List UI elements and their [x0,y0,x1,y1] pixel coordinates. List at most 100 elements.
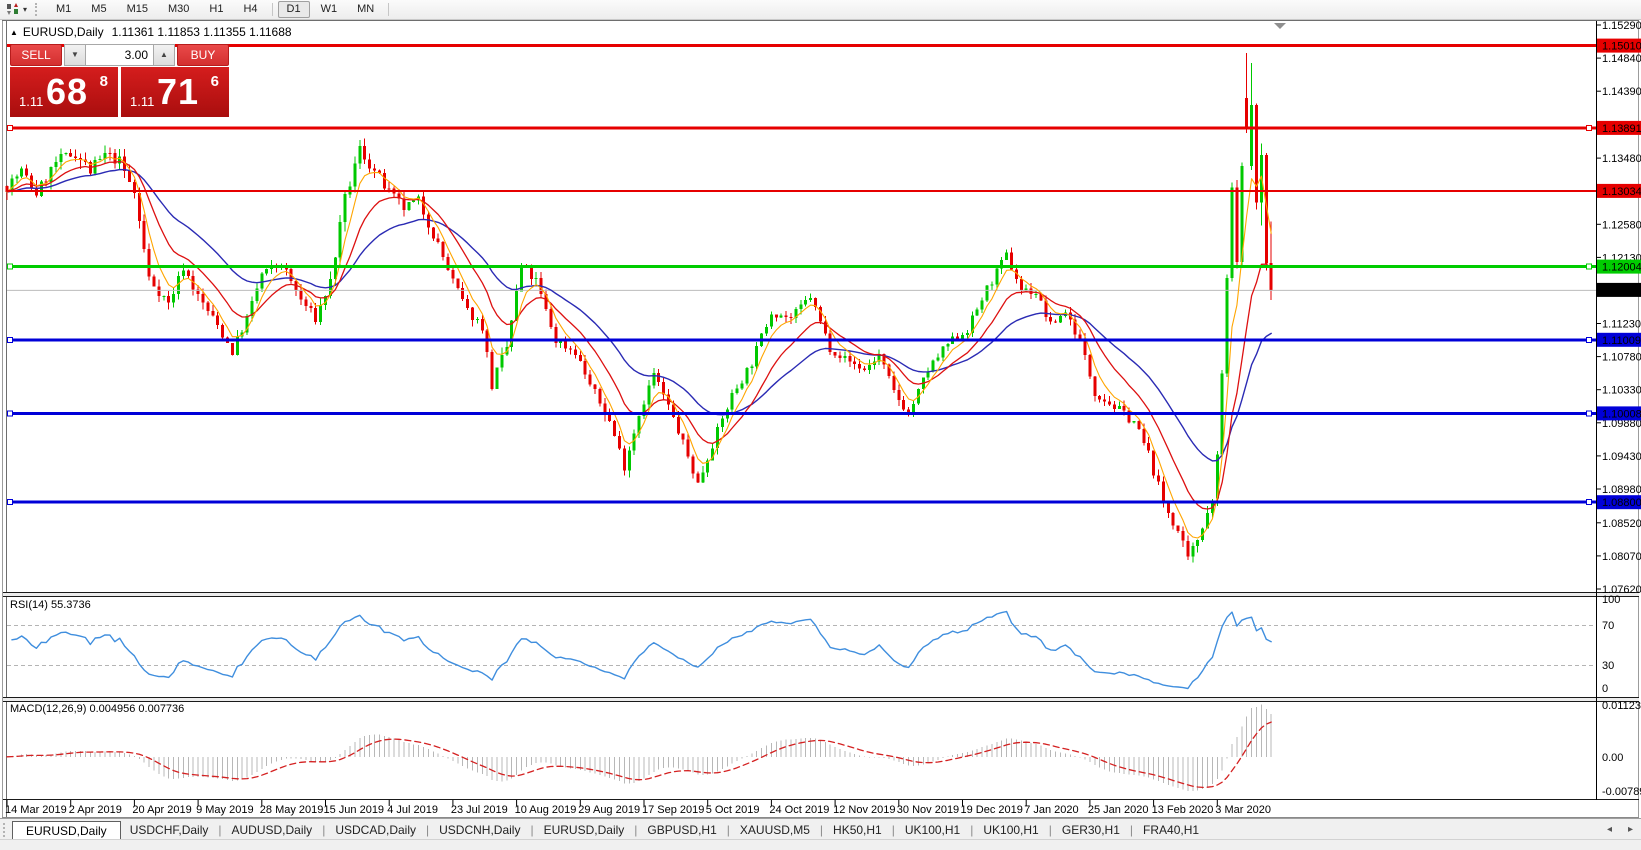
svg-text:15 Jun 2019: 15 Jun 2019 [324,804,385,816]
timeframe-button-M30[interactable]: M30 [159,1,198,18]
chart-tab-XAUUSD-M5[interactable]: XAUUSD,M5 [739,822,810,837]
svg-text:10 Aug 2019: 10 Aug 2019 [515,804,577,816]
chart-tab-EURUSD-Daily[interactable]: EURUSD,Daily [543,822,625,837]
svg-text:1.08070: 1.08070 [1602,551,1641,563]
tab-separator: | [819,822,824,837]
svg-text:1.11009: 1.11009 [1602,335,1641,347]
svg-text:3 Mar 2020: 3 Mar 2020 [1215,804,1271,816]
svg-text:1.09430: 1.09430 [1602,451,1641,463]
chart-tab-GBPUSD-H1[interactable]: GBPUSD,H1 [647,822,717,837]
chart-frame [2,20,1639,818]
svg-text:2 Apr 2019: 2 Apr 2019 [69,804,122,816]
sell-price-big: 68 [46,71,89,112]
svg-text:9 May 2019: 9 May 2019 [196,804,253,816]
tab-separator: | [726,822,730,837]
timeframe-button-M5[interactable]: M5 [82,1,115,18]
symbol-period-label: EURUSD,Daily [22,25,104,39]
chart-tabs: EURUSD,Daily USDCHF,Daily | AUDUSD,Daily | US… [12,819,1208,840]
svg-text:1.11688: 1.11688 [1602,285,1641,297]
svg-text:1.10330: 1.10330 [1602,385,1641,397]
svg-text:1.15290: 1.15290 [1602,20,1641,32]
chart-tab-USDCHF-Daily[interactable]: USDCHF,Daily [129,822,209,837]
svg-text:1.15010: 1.15010 [1602,41,1641,53]
svg-text:19 Dec 2019: 19 Dec 2019 [961,804,1023,816]
macd-indicator-label: MACD(12,26,9) 0.004956 0.007736 [10,703,185,715]
svg-text:1.13891: 1.13891 [1602,123,1641,135]
chart-tab-UK100-H1[interactable]: UK100,H1 [904,822,961,837]
timeframe-button-H4[interactable]: H4 [234,1,266,18]
sell-button[interactable]: SELL [10,44,62,66]
charts-tool-icon [7,2,18,15]
timeframe-button-MN[interactable]: MN [348,1,383,18]
chart-tab-HK50-H1[interactable]: HK50,H1 [833,822,882,837]
tab-separator: | [1048,822,1052,837]
chart-tab-AUDUSD-Daily[interactable]: AUDUSD,Daily [231,822,313,837]
level-handle[interactable] [1586,263,1592,270]
level-handle[interactable] [1586,499,1592,506]
tab-separator: | [1129,822,1134,837]
svg-text:1.10780: 1.10780 [1602,352,1641,364]
tab-separator: | [634,822,638,837]
toolbar-separator [388,3,390,16]
level-handle[interactable] [7,410,13,417]
chart-tab-EURUSD-Daily[interactable]: EURUSD,Daily [12,821,121,840]
horizontal-level-lines [7,44,1596,506]
chart-shift-marker[interactable] [1274,23,1286,29]
sell-price-display[interactable]: 1.11 68 8 [10,67,118,117]
chart-tab-bar: EURUSD,Daily USDCHF,Daily | AUDUSD,Daily | US… [0,818,1641,840]
timeframe-button-D1[interactable]: D1 [277,1,310,18]
buy-price-prefix: 1.11 [130,94,155,109]
svg-text:17 Sep 2019: 17 Sep 2019 [642,804,704,816]
svg-text:30 Nov 2019: 30 Nov 2019 [897,804,959,816]
svg-text:29 Aug 2019: 29 Aug 2019 [578,804,640,816]
timeframe-button-W1[interactable]: W1 [312,1,347,18]
svg-text:4 Jul 2019: 4 Jul 2019 [387,804,438,816]
level-handle[interactable] [7,499,13,506]
one-click-trading-panel: SELL ▼ 3.00 ▲ BUY 1.11 68 8 1.11 71 6 [10,44,229,117]
timeframe-button-M1[interactable]: M1 [47,1,80,18]
date-axis: 14 Mar 2019 2 Apr 2019 20 Apr 2019 9 May 20… [5,800,1271,816]
tab-scroll-right-icon[interactable]: ▸ [1627,824,1633,835]
svg-text:30: 30 [1602,660,1614,672]
level-handle[interactable] [7,263,13,270]
timeframe-button-H1[interactable]: H1 [200,1,232,18]
level-handle[interactable] [7,336,13,343]
volume-increase-button[interactable]: ▲ [153,44,175,66]
tab-separator: | [530,822,534,837]
timeframe-buttons: M1 M5 M15 M30 H1 H4 D1 W1 MN [46,0,393,19]
svg-text:1.08980: 1.08980 [1602,484,1641,496]
svg-text:1.08800: 1.08800 [1602,497,1641,509]
rsi-line [11,610,1272,690]
svg-text:1.08520: 1.08520 [1602,518,1641,530]
chart-tab-USDCAD-Daily[interactable]: USDCAD,Daily [335,822,416,837]
svg-text:1.13480: 1.13480 [1602,153,1641,165]
volume-decrease-button[interactable]: ▼ [64,44,86,66]
svg-text:0.011232: 0.011232 [1602,700,1641,712]
svg-text:13 Feb 2020: 13 Feb 2020 [1152,804,1214,816]
timeframe-toolbar: ▾ M1 M5 M15 M30 H1 H4 D1 W1 MN [0,0,1641,20]
chart-tool-dropdown[interactable]: ▾ [0,0,33,19]
level-handle[interactable] [7,124,13,131]
svg-text:0: 0 [1602,683,1608,695]
chart-tab-GER30-H1[interactable]: GER30,H1 [1061,822,1120,837]
volume-field[interactable]: 3.00 [86,44,153,66]
timeframe-button-M15[interactable]: M15 [118,1,157,18]
svg-text:1.14390: 1.14390 [1602,86,1641,98]
svg-text:7 Jan 2020: 7 Jan 2020 [1024,804,1078,816]
chart-tab-FRA40-H1[interactable]: FRA40,H1 [1143,822,1200,837]
chart-tab-UK100-H1[interactable]: UK100,H1 [983,822,1039,837]
level-handle[interactable] [1586,124,1592,131]
tab-scroll-left-icon[interactable]: ◂ [1606,824,1612,835]
sell-price-pip: 8 [99,73,108,90]
svg-text:1.12004: 1.12004 [1602,262,1641,274]
buy-button[interactable]: BUY [177,44,229,66]
buy-price-display[interactable]: 1.11 71 6 [121,67,229,117]
buy-price-big: 71 [157,71,200,112]
level-handle[interactable] [1586,336,1592,343]
collapse-arrow-icon[interactable]: ▲ [10,28,18,37]
indicator-axes: 100 70 30 0 0.011232 0.00 -0.007894 [7,594,1641,798]
level-handle[interactable] [1586,410,1592,417]
chart-tab-USDCNH-Daily[interactable]: USDCNH,Daily [439,822,521,837]
svg-text:-0.007894: -0.007894 [1602,786,1641,798]
